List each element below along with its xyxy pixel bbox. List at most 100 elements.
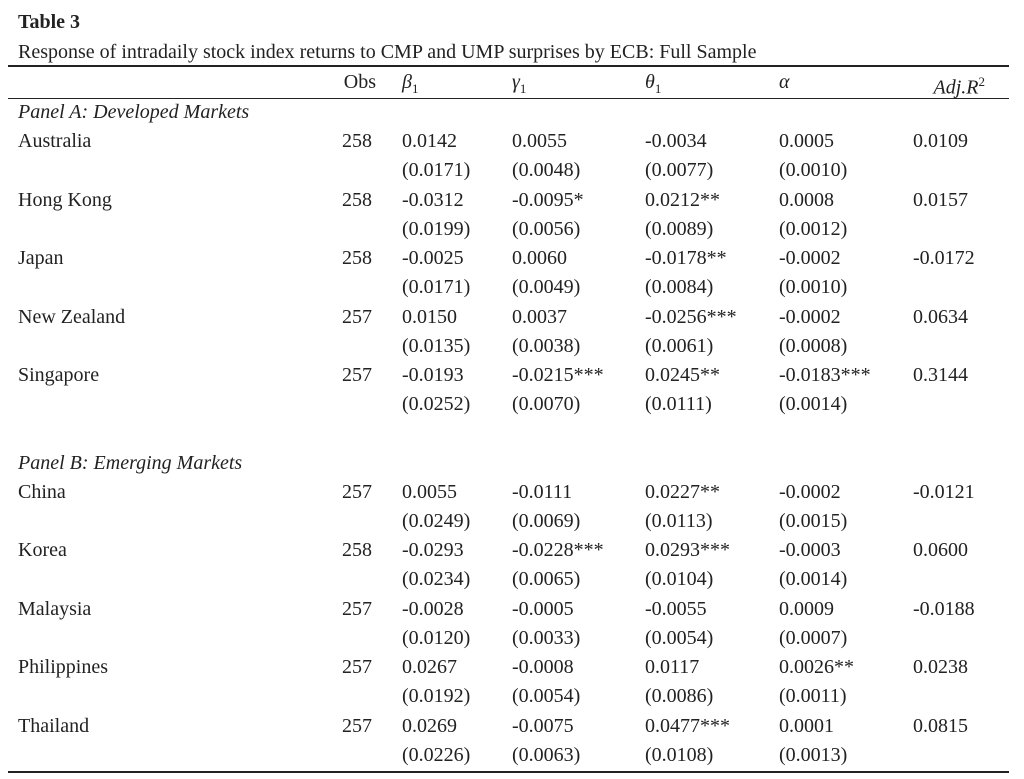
std-error: (0.0054) — [645, 626, 714, 649]
std-error: (0.0012) — [779, 217, 848, 240]
header-text: Adj.R — [933, 76, 979, 99]
coefficient: 0.0227** — [645, 480, 720, 503]
std-error: (0.0014) — [779, 393, 848, 415]
std-error: (0.0171) — [402, 159, 471, 181]
obs: 258 — [342, 247, 372, 269]
std-error: (0.0008) — [779, 334, 848, 357]
coefficient: -0.0028 — [402, 597, 464, 620]
table-caption: Response of intradaily stock index retur… — [18, 41, 757, 63]
header-text: α — [779, 71, 790, 93]
obs: 258 — [342, 130, 372, 152]
column-header: Adj.R2 — [934, 70, 986, 100]
std-error: (0.0014) — [779, 568, 848, 590]
country: China — [18, 480, 66, 503]
coefficient: -0.0003 — [779, 539, 841, 561]
coefficient: -0.0111 — [512, 480, 573, 503]
std-error: (0.0054) — [512, 685, 581, 707]
country: Thailand — [18, 714, 90, 737]
coefficient: 0.0293*** — [645, 539, 730, 561]
coefficient: 0.0001 — [779, 714, 834, 737]
adj-r2: 0.0815 — [913, 714, 968, 737]
header-sub: 1 — [654, 81, 662, 96]
header-text: γ — [512, 71, 520, 93]
std-error: (0.0199) — [402, 217, 471, 240]
header-sup: 2 — [978, 74, 986, 89]
std-error: (0.0010) — [779, 276, 848, 298]
std-error: (0.0010) — [779, 159, 848, 181]
column-header: γ1 — [512, 70, 526, 101]
country: Korea — [18, 539, 67, 561]
adj-r2: 0.0600 — [913, 539, 968, 561]
column-header: β1 — [402, 70, 418, 101]
coefficient: 0.0008 — [779, 188, 834, 211]
top-rule — [8, 65, 1009, 67]
coefficient: 0.0212** — [645, 188, 720, 211]
std-error: (0.0234) — [402, 568, 471, 590]
std-error: (0.0011) — [779, 685, 847, 707]
coefficient: -0.0002 — [779, 480, 841, 503]
coefficient: 0.0005 — [779, 130, 834, 152]
std-error: (0.0056) — [512, 217, 581, 240]
std-error: (0.0086) — [645, 685, 714, 707]
bottom-rule — [8, 771, 1009, 773]
country: Australia — [18, 130, 92, 152]
header-text: Obs — [343, 71, 376, 93]
header-text: β — [402, 71, 412, 93]
obs: 257 — [342, 364, 372, 386]
column-header: θ1 — [645, 70, 661, 101]
country: Malaysia — [18, 597, 92, 620]
column-header: α — [779, 70, 790, 94]
header-rule — [8, 98, 1009, 99]
coefficient: -0.0002 — [779, 305, 841, 328]
coefficient: 0.0269 — [402, 714, 457, 737]
header-sub: 1 — [411, 81, 419, 96]
coefficient: 0.0060 — [512, 247, 567, 269]
panel-title: Panel A: Developed Markets — [18, 101, 250, 123]
coefficient: 0.0055 — [512, 130, 567, 152]
obs: 257 — [342, 305, 372, 328]
std-error: (0.0108) — [645, 743, 714, 766]
coefficient: -0.0215*** — [512, 364, 604, 386]
coefficient: 0.0267 — [402, 656, 457, 678]
country: Hong Kong — [18, 188, 112, 211]
header-sub: 1 — [519, 81, 527, 96]
coefficient: -0.0312 — [402, 188, 464, 211]
coefficient: -0.0256*** — [645, 305, 737, 328]
std-error: (0.0120) — [402, 626, 471, 649]
std-error: (0.0135) — [402, 334, 471, 357]
country: Japan — [18, 247, 64, 269]
std-error: (0.0063) — [512, 743, 581, 766]
coefficient: 0.0477*** — [645, 714, 730, 737]
coefficient: -0.0034 — [645, 130, 707, 152]
coefficient: -0.0005 — [512, 597, 574, 620]
country: New Zealand — [18, 305, 126, 328]
adj-r2: -0.0121 — [913, 480, 975, 503]
coefficient: -0.0008 — [512, 656, 574, 678]
obs: 258 — [342, 539, 372, 561]
column-header: Obs — [344, 70, 376, 94]
adj-r2: 0.0157 — [913, 188, 968, 211]
country: Philippines — [18, 656, 109, 678]
std-error: (0.0171) — [402, 276, 471, 298]
adj-r2: 0.0238 — [913, 656, 968, 678]
std-error: (0.0077) — [645, 159, 714, 181]
panel-title: Panel B: Emerging Markets — [18, 451, 243, 474]
coefficient: -0.0075 — [512, 714, 574, 737]
obs: 257 — [342, 714, 372, 737]
coefficient: 0.0055 — [402, 480, 457, 503]
coefficient: 0.0245** — [645, 364, 720, 386]
std-error: (0.0192) — [402, 685, 471, 707]
coefficient: -0.0025 — [402, 247, 464, 269]
coefficient: -0.0055 — [645, 597, 707, 620]
std-error: (0.0033) — [512, 626, 581, 649]
obs: 257 — [342, 656, 372, 678]
adj-r2: -0.0188 — [913, 597, 975, 620]
coefficient: -0.0293 — [402, 539, 464, 561]
coefficient: -0.0002 — [779, 247, 841, 269]
std-error: (0.0249) — [402, 509, 471, 532]
coefficient: 0.0026** — [779, 656, 854, 678]
std-error: (0.0038) — [512, 334, 581, 357]
std-error: (0.0084) — [645, 276, 714, 298]
table-title: Table 3 — [18, 11, 81, 33]
std-error: (0.0104) — [645, 568, 714, 590]
